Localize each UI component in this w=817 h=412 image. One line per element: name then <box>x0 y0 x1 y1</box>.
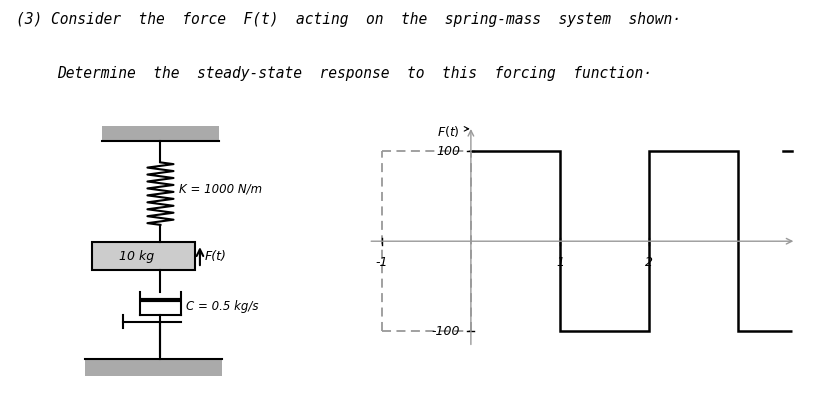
Text: 2: 2 <box>645 255 653 269</box>
Text: C = 0.5 kg/s: C = 0.5 kg/s <box>186 300 259 313</box>
Text: -100: -100 <box>431 325 460 337</box>
Text: 1: 1 <box>556 255 564 269</box>
Bar <box>92 242 194 270</box>
Text: F(t): F(t) <box>205 250 227 262</box>
Text: $F(t)$: $F(t)$ <box>437 124 460 139</box>
Text: K = 1000 N/m: K = 1000 N/m <box>180 183 262 196</box>
Text: Determine  the  steady-state  response  to  this  forcing  function·: Determine the steady-state response to t… <box>57 66 652 81</box>
Text: (3) Consider  the  force  F(t)  acting  on  the  spring-mass  system  shown·: (3) Consider the force F(t) acting on th… <box>16 12 681 27</box>
Text: -1: -1 <box>376 255 388 269</box>
Bar <box>102 126 219 141</box>
Bar <box>85 358 222 376</box>
Text: 10 kg: 10 kg <box>119 250 154 262</box>
Text: 100: 100 <box>436 145 460 158</box>
